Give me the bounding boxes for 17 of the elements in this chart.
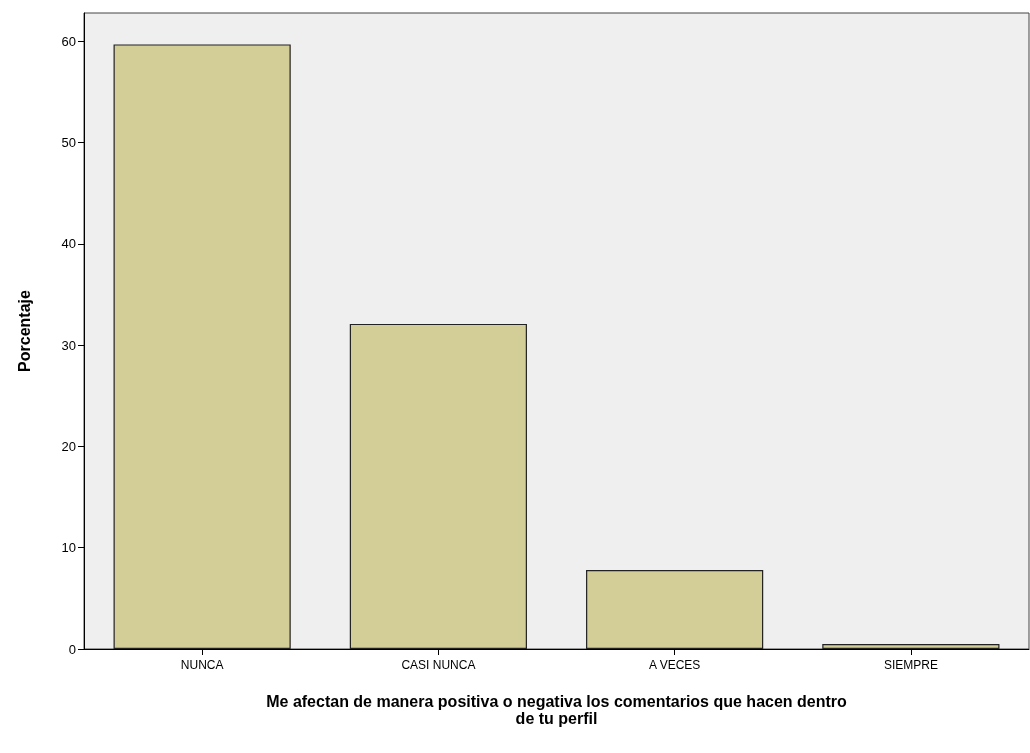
y-tick-label: 60 [61, 33, 76, 49]
y-tick-label: 50 [61, 135, 76, 151]
y-tick-label: 10 [61, 540, 76, 556]
bar [349, 323, 527, 649]
y-tick-label: 30 [61, 337, 76, 353]
x-tick-label: CASI NUNCA [401, 658, 476, 672]
bar [113, 44, 291, 649]
bar [822, 643, 1000, 649]
y-axis-title: Porcentaje [15, 289, 33, 372]
y-tick-label: 0 [68, 641, 76, 657]
bar [586, 570, 764, 649]
x-tick-label: A VECES [648, 658, 701, 672]
x-tick-label: SIEMPRE [883, 658, 938, 672]
x-tick-label: NUNCA [180, 658, 224, 672]
y-tick-label: 20 [61, 438, 76, 454]
y-tick-label: 40 [61, 236, 76, 252]
x-axis-title: Me afectan de manera positiva o negativa los comentarios que hacen dentro de tu perfil [266, 693, 848, 727]
